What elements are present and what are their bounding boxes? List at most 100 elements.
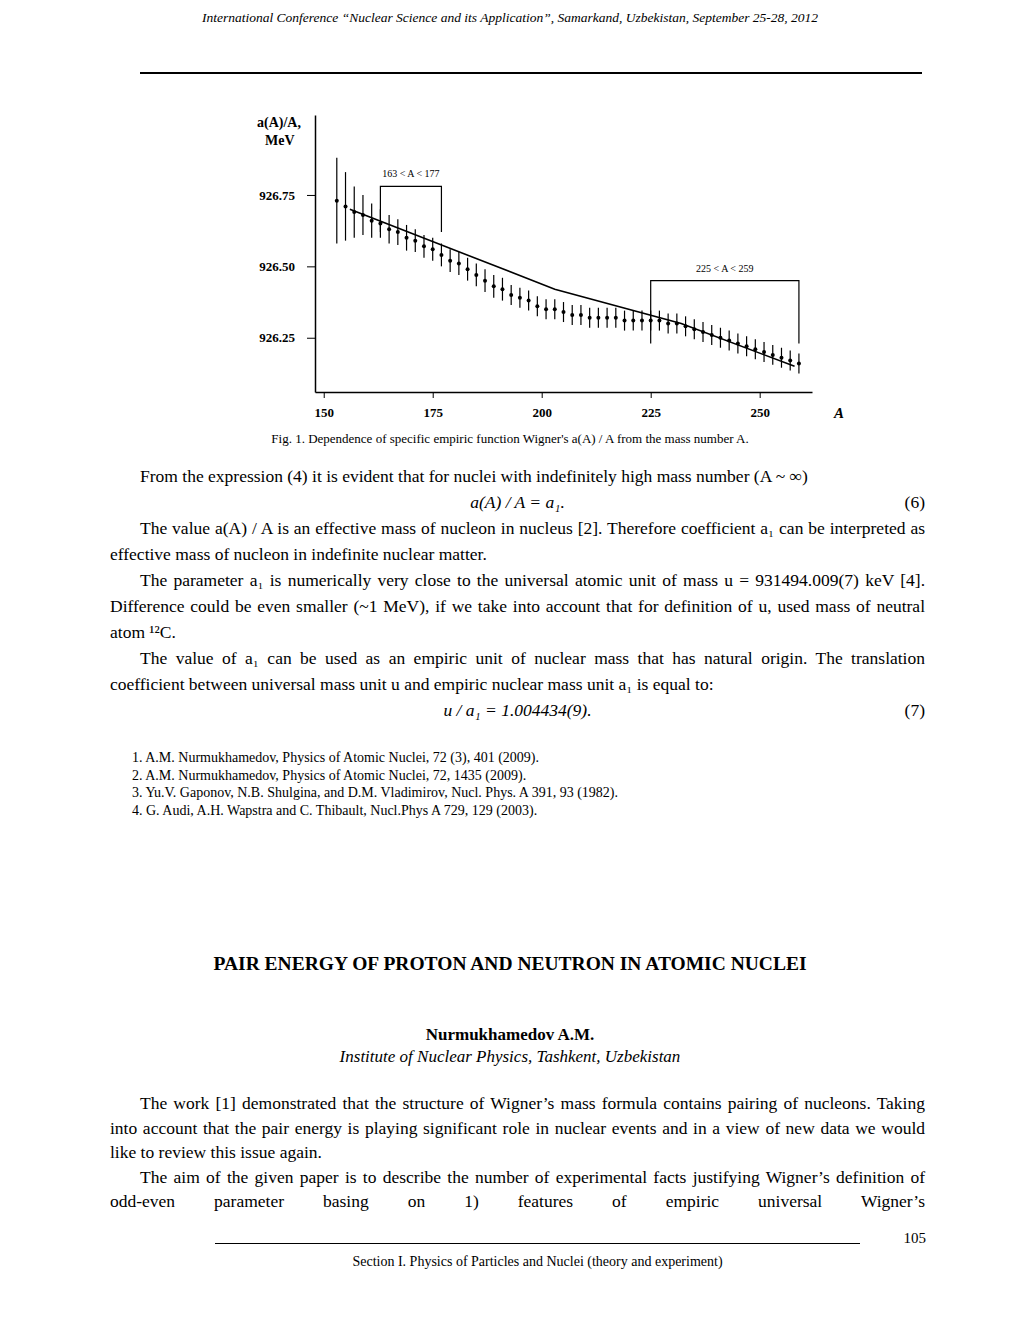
data-point <box>631 311 635 331</box>
tick: 175 <box>423 392 443 420</box>
point <box>500 287 504 291</box>
tick: 150 <box>314 392 334 420</box>
tick-label: 175 <box>423 405 443 420</box>
data-point <box>518 288 522 308</box>
tick-mark <box>307 195 315 196</box>
point <box>779 356 783 360</box>
data-point <box>745 336 749 356</box>
data-point <box>562 302 566 322</box>
tick: 250 <box>750 392 770 420</box>
data-point <box>492 275 496 298</box>
point <box>535 304 539 308</box>
tick-mark <box>433 392 434 398</box>
point <box>771 353 775 357</box>
data-point <box>466 258 470 281</box>
point <box>466 267 470 271</box>
data-point <box>579 305 583 325</box>
equation: a(A) / A = a₁. (6) <box>110 489 925 515</box>
equation: u / a₁ = 1.004434(9).(7) <box>110 697 925 723</box>
fit-line <box>350 209 795 366</box>
point <box>344 204 348 208</box>
reference: 2. A.M. Nurmukhamedov, Physics of Atomic… <box>132 767 925 785</box>
reference: 3. Yu.V. Gaponov, N.B. Shulgina, and D.M… <box>132 784 925 802</box>
tick-label: 200 <box>532 405 552 420</box>
axis-line <box>315 116 317 393</box>
data-point <box>527 291 531 311</box>
data-point <box>509 285 513 305</box>
y-axis-title: a(A)/A,MeV <box>257 115 301 148</box>
tick: 200 <box>532 392 552 420</box>
point <box>588 316 592 320</box>
tick-label: 225 <box>641 405 661 420</box>
equation-text: a(A) / A = a₁. <box>470 492 565 512</box>
point <box>448 259 452 263</box>
references: 1. A.M. Nurmukhamedov, Physics of Atomic… <box>110 749 925 819</box>
data-point <box>779 348 783 368</box>
data-point <box>448 249 452 272</box>
data-point <box>544 299 548 319</box>
data-point <box>553 299 557 319</box>
data-point <box>405 225 409 251</box>
point <box>527 299 531 303</box>
point <box>797 361 801 365</box>
paragraph: The aim of the given paper is to describ… <box>110 1165 925 1214</box>
plot-marks <box>335 158 801 374</box>
data-point <box>614 308 618 328</box>
paragraph: The parameter a₁ is numerically very clo… <box>110 567 925 645</box>
paragraph: From the expression (4) it is evident th… <box>110 463 925 489</box>
equation-number: (6) <box>905 489 925 515</box>
annotations: 163 < A < 177225 < A < 259 <box>380 168 799 343</box>
body-text: From the expression (4) it is evident th… <box>110 463 925 819</box>
data-point <box>666 313 670 333</box>
data-point <box>596 308 600 328</box>
data-point <box>474 263 478 286</box>
data-point <box>797 353 801 373</box>
tick-mark <box>542 392 543 398</box>
tick-label: 926.25 <box>259 330 295 345</box>
point <box>579 313 583 317</box>
author: Nurmukhamedov A.M. <box>0 1025 1020 1045</box>
tick-label: 926.75 <box>259 188 295 203</box>
tick-mark <box>307 338 315 339</box>
point <box>544 307 548 311</box>
data-point <box>588 308 592 328</box>
tick: 926.25 <box>259 330 315 345</box>
point <box>614 316 618 320</box>
footer-section: Section I. Physics of Particles and Nucl… <box>0 1254 1020 1270</box>
tick: 225 <box>641 392 661 420</box>
reference: 4. G. Audi, A.H. Wapstra and C. Thibault… <box>132 802 925 820</box>
point <box>492 284 496 288</box>
point <box>483 279 487 283</box>
tick-mark <box>324 392 325 398</box>
point <box>335 199 339 203</box>
point <box>640 319 644 323</box>
y-axis-title-line: a(A)/A, <box>257 115 301 131</box>
point <box>570 313 574 317</box>
figure-caption: Fig. 1. Dependence of specific empiric f… <box>0 431 1020 447</box>
point <box>457 261 461 265</box>
data-point <box>335 158 339 244</box>
data-point <box>457 252 461 275</box>
tick-mark <box>307 266 315 267</box>
data-point <box>483 269 487 292</box>
data-point <box>500 278 504 301</box>
data-point <box>623 311 627 331</box>
point <box>788 359 792 363</box>
paragraph: The work [1] demonstrated that the struc… <box>110 1091 925 1165</box>
chart: 150175200225250926.25926.50926.75Aa(A)/A… <box>0 0 1020 430</box>
point <box>370 219 374 223</box>
tick-label: 926.50 <box>259 259 295 274</box>
point <box>596 316 600 320</box>
data-point <box>605 308 609 328</box>
bracket <box>651 281 799 344</box>
point <box>553 307 557 311</box>
point <box>422 244 426 248</box>
tick-mark <box>651 392 652 398</box>
affiliation: Institute of Nuclear Physics, Tashkent, … <box>0 1047 1020 1067</box>
data-point <box>762 342 766 362</box>
paragraph: The value a(A) / A is an effective mass … <box>110 515 925 567</box>
point <box>405 236 409 240</box>
equation-number: (7) <box>905 697 925 723</box>
point <box>474 273 478 277</box>
axis-line <box>316 392 813 394</box>
